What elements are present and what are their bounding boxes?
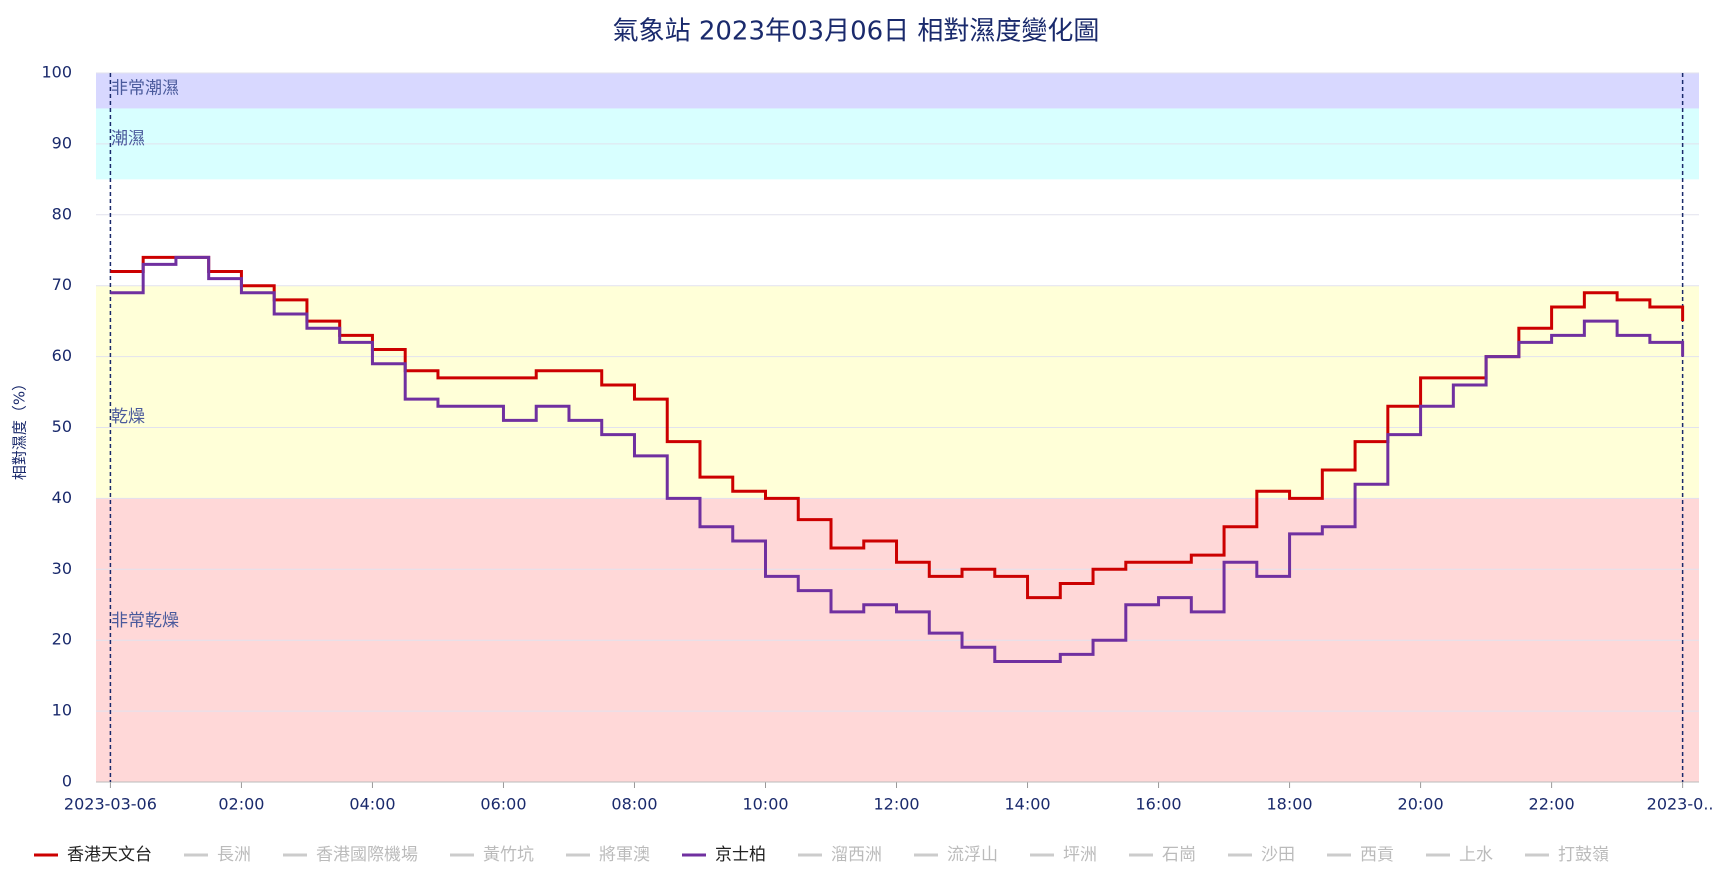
y-tick-label: 30 <box>52 559 72 578</box>
y-tick-label: 10 <box>52 701 72 720</box>
band-label: 非常潮濕 <box>111 79 179 99</box>
series-line <box>110 255 1685 663</box>
chart-title: 氣象站 2023年03月06日 相對濕度變化圖 <box>613 17 1100 47</box>
x-tick-label: 02:00 <box>218 795 264 814</box>
y-tick-label: 100 <box>41 63 72 82</box>
legend-label: 溜西洲 <box>831 845 882 865</box>
legend-label: 香港天文台 <box>67 845 152 865</box>
legend-label: 西貢 <box>1360 845 1394 865</box>
band <box>96 285 1699 499</box>
y-tick-label: 20 <box>52 630 72 649</box>
x-tick-label: 12:00 <box>873 795 919 814</box>
y-tick-label: 70 <box>52 275 72 294</box>
x-tick-label: 06:00 <box>480 795 526 814</box>
legend-label: 香港國際機場 <box>316 845 418 865</box>
legend-label: 沙田 <box>1261 845 1295 865</box>
legend-label: 流浮山 <box>947 845 998 865</box>
legend-label: 黃竹坑 <box>483 845 534 865</box>
x-tick-label: 22:00 <box>1529 795 1575 814</box>
x-tick-label: 08:00 <box>611 795 657 814</box>
legend-label: 打鼓嶺 <box>1558 845 1609 865</box>
x-tick-label: 10:00 <box>742 795 788 814</box>
band <box>96 73 1699 109</box>
x-tick-label: 2023-03-06 <box>64 795 157 814</box>
legend-label: 石崗 <box>1162 845 1196 865</box>
y-tick-label: 40 <box>52 488 72 507</box>
y-tick-label: 80 <box>52 204 72 223</box>
legend-label: 坪洲 <box>1063 845 1097 865</box>
legend-label: 將軍澳 <box>599 845 650 865</box>
band-label: 潮濕 <box>111 129 145 149</box>
y-tick-label: 50 <box>52 417 72 436</box>
legend-label: 京士柏 <box>715 845 766 865</box>
x-tick-label: 20:00 <box>1398 795 1444 814</box>
y-tick-label: 60 <box>52 346 72 365</box>
legend-label: 上水 <box>1459 845 1493 865</box>
y-axis-label: 相對濕度（%） <box>11 376 29 480</box>
x-tick-label: 2023-0... <box>1647 795 1712 814</box>
y-tick-label: 0 <box>62 772 72 791</box>
x-tick-label: 14:00 <box>1004 795 1050 814</box>
band-label: 乾燥 <box>111 407 145 427</box>
y-tick-label: 90 <box>52 133 72 152</box>
x-tick-label: 16:00 <box>1135 795 1181 814</box>
legend-label: 長洲 <box>217 845 251 865</box>
band-label: 非常乾燥 <box>111 611 179 631</box>
x-tick-label: 18:00 <box>1267 795 1313 814</box>
x-tick-label: 04:00 <box>349 795 395 814</box>
